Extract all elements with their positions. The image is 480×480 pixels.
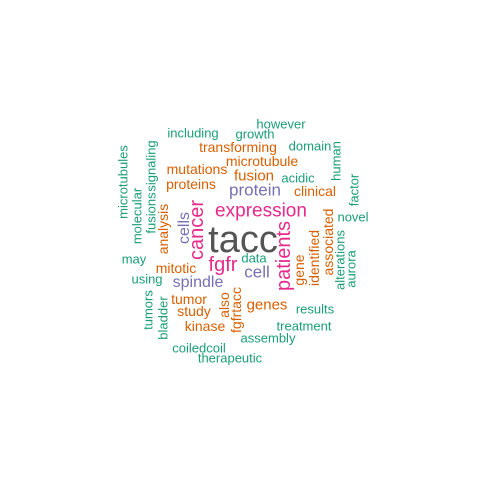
word-microtubules: microtubules bbox=[115, 145, 131, 219]
word-proteins: proteins bbox=[166, 176, 216, 192]
word-aurora: aurora bbox=[343, 250, 359, 288]
word-cell: cell bbox=[244, 262, 270, 282]
word-bladder: bladder bbox=[155, 296, 171, 340]
word-clinical: clinical bbox=[293, 183, 337, 199]
word-mitotic: mitotic bbox=[155, 260, 197, 276]
word-transforming: transforming bbox=[199, 139, 277, 155]
word-therapeutic: therapeutic bbox=[197, 350, 263, 366]
word-genes: genes bbox=[246, 296, 288, 314]
word-coiledcoil: coiledcoil bbox=[172, 340, 226, 356]
word-fusions: fusions bbox=[143, 192, 159, 234]
word-study: study bbox=[177, 303, 211, 319]
word-results: results bbox=[295, 301, 335, 317]
word-fusion: fusion bbox=[233, 167, 275, 185]
word-mutations: mutations bbox=[166, 161, 228, 177]
word-microtubule: microtubule bbox=[225, 153, 299, 169]
word-including: including bbox=[167, 125, 219, 141]
word-molecular: molecular bbox=[129, 187, 145, 245]
word-tumors: tumors bbox=[140, 290, 156, 330]
word-kinase: kinase bbox=[184, 318, 226, 334]
word-assembly: assembly bbox=[240, 330, 296, 346]
word-identified: identified bbox=[306, 229, 322, 287]
word-expression: expression bbox=[215, 200, 307, 222]
word-signaling: signaling bbox=[143, 140, 159, 192]
word-tacc: tacc bbox=[208, 219, 278, 261]
word-however: however bbox=[256, 116, 306, 132]
word-fgfr: fgfr bbox=[208, 254, 238, 276]
word-cells: cells bbox=[176, 211, 193, 245]
word-tumor: tumor bbox=[171, 291, 207, 307]
word-human: human bbox=[328, 141, 344, 181]
word-acidic: acidic bbox=[281, 170, 315, 186]
word-domain: domain bbox=[288, 138, 332, 154]
word-fgfrtacc: fgfrtacc bbox=[228, 287, 244, 333]
word-may: may bbox=[121, 251, 147, 267]
word-protein: protein bbox=[229, 180, 281, 200]
word-factor: factor bbox=[346, 173, 362, 207]
word-gene: gene bbox=[291, 254, 307, 286]
word-novel: novel bbox=[337, 209, 369, 225]
word-data: data bbox=[241, 250, 267, 266]
word-growth: growth bbox=[235, 126, 275, 142]
word-treatment: treatment bbox=[276, 318, 332, 334]
word-using: using bbox=[131, 271, 163, 287]
word-spindle: spindle bbox=[172, 274, 224, 291]
